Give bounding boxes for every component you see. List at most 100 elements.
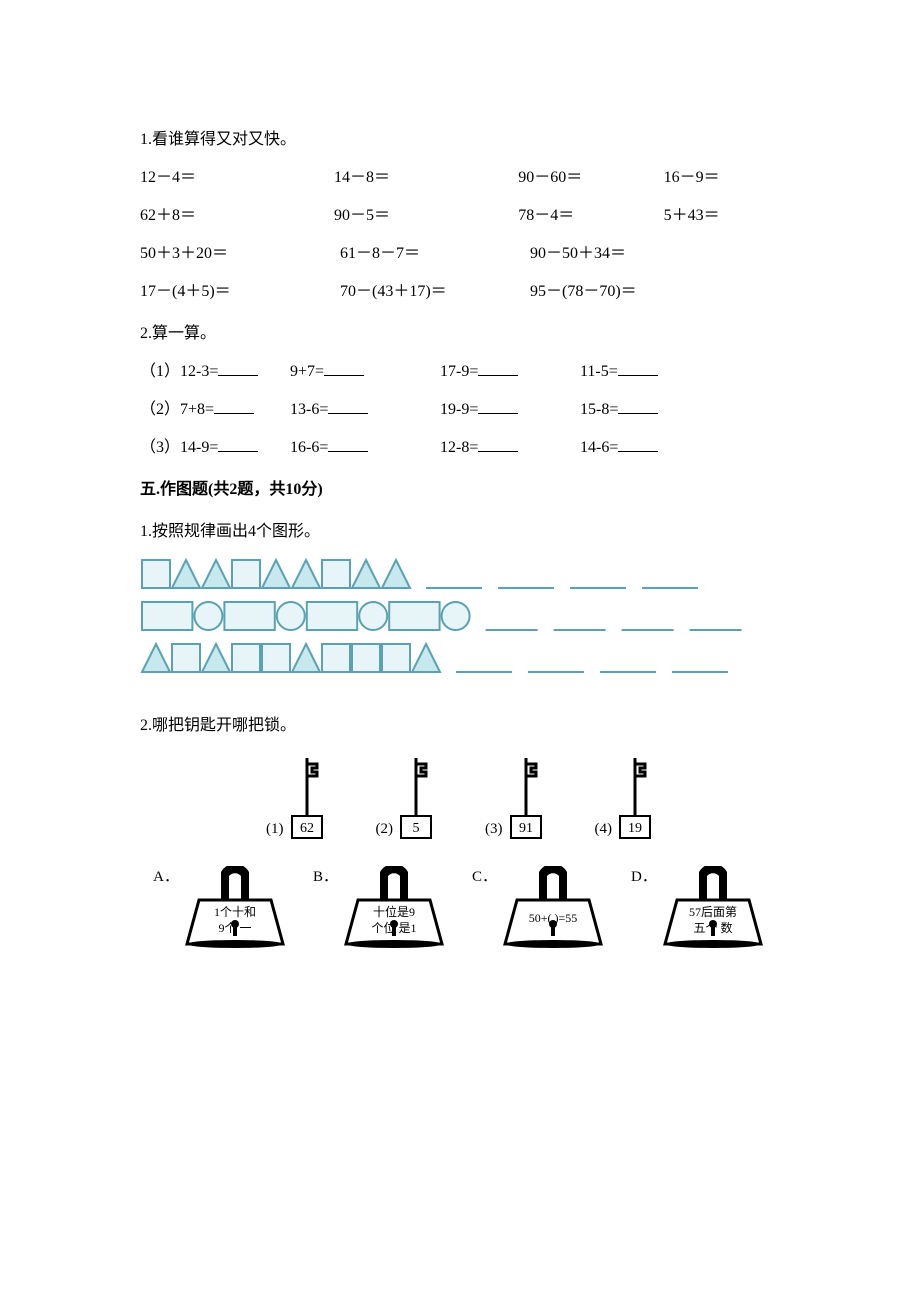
- lock-label: B．: [313, 866, 338, 889]
- lock-icon: 50+( )=55: [499, 866, 607, 952]
- answer-blank: [214, 399, 254, 414]
- eq-cell: 16－9＝: [664, 166, 780, 190]
- eq-cell-blank: 14-6=: [580, 436, 720, 460]
- key-item: (3) 91: [485, 758, 545, 840]
- pattern-svg: [140, 556, 780, 686]
- eq-text: 14-6=: [580, 439, 618, 456]
- eq-cell: 61－8－7＝: [340, 242, 530, 266]
- key-item: (4) 19: [595, 758, 655, 840]
- eq-cell: 62＋8＝: [140, 204, 334, 228]
- key-label: (3): [485, 818, 503, 841]
- eq-cell-blank: （3）14-9=: [140, 436, 290, 460]
- eq-text: 17-9=: [440, 363, 478, 380]
- eq-cell-blank: 16-6=: [290, 436, 440, 460]
- eq-cell-blank: 12-8=: [440, 436, 580, 460]
- worksheet-page: 1.看谁算得又对又快。 12－4＝ 14－8＝ 90－60＝ 16－9＝ 62＋…: [0, 0, 920, 1012]
- q1-row: 50＋3＋20＝ 61－8－7＝ 90－50＋34＝: [140, 242, 780, 266]
- svg-text:62: 62: [300, 821, 314, 836]
- svg-text:五个 数: 五个 数: [693, 920, 732, 935]
- answer-blank: [218, 437, 258, 452]
- svg-text:57后面第: 57后面第: [689, 905, 737, 919]
- key-label: (4): [595, 818, 613, 841]
- answer-blank: [478, 437, 518, 452]
- svg-text:1个十和: 1个十和: [214, 905, 256, 919]
- q3-title: 1.按照规律画出4个图形。: [140, 520, 780, 544]
- eq-cell: 90－5＝: [334, 204, 518, 228]
- eq-cell: 12－4＝: [140, 166, 334, 190]
- answer-blank: [328, 437, 368, 452]
- key-item: (2) 5: [376, 758, 436, 840]
- eq-cell-blank: （1）12-3=: [140, 360, 290, 384]
- svg-text:十位是9: 十位是9: [373, 904, 415, 919]
- locks-row: A． 1个十和 9个 一 B． 十位是9 个位 是1 C． 50+( )=: [140, 866, 780, 952]
- answer-blank: [324, 361, 364, 376]
- key-icon: 91: [507, 758, 545, 840]
- lock-label: C．: [472, 866, 497, 889]
- eq-cell: 90－50＋34＝: [530, 242, 730, 266]
- eq-cell-blank: 19-9=: [440, 398, 580, 422]
- q1-title: 1.看谁算得又对又快。: [140, 128, 780, 152]
- eq-cell-blank: 15-8=: [580, 398, 720, 422]
- answer-blank: [618, 437, 658, 452]
- eq-cell-blank: 17-9=: [440, 360, 580, 384]
- eq-text: 16-6=: [290, 439, 328, 456]
- answer-blank: [478, 399, 518, 414]
- q1-row: 17－(4＋5)＝ 70－(43＋17)＝ 95－(78－70)＝: [140, 280, 780, 304]
- eq-cell: 14－8＝: [334, 166, 518, 190]
- lock-item: C． 50+( )=55: [472, 866, 607, 952]
- eq-text: （1）12-3=: [140, 363, 218, 380]
- eq-cell: 17－(4＋5)＝: [140, 280, 340, 304]
- lock-label: A．: [153, 866, 179, 889]
- eq-cell-blank: 11-5=: [580, 360, 720, 384]
- eq-text: 9+7=: [290, 363, 324, 380]
- q1-row: 12－4＝ 14－8＝ 90－60＝ 16－9＝: [140, 166, 780, 190]
- lock-item: B． 十位是9 个位 是1: [313, 866, 448, 952]
- eq-cell: 70－(43＋17)＝: [340, 280, 530, 304]
- key-icon: 62: [288, 758, 326, 840]
- key-label: (1): [266, 818, 284, 841]
- lock-icon: 十位是9 个位 是1: [340, 866, 448, 952]
- lock-item: D． 57后面第 五个 数: [631, 866, 767, 952]
- answer-blank: [618, 361, 658, 376]
- key-lock-diagram: (1) 62 (2) 5 (3) 91 (4) 19 A．: [140, 758, 780, 952]
- q1-row: 62＋8＝ 90－5＝ 78－4＝ 5＋43＝: [140, 204, 780, 228]
- eq-cell-blank: 13-6=: [290, 398, 440, 422]
- pattern-diagram: [140, 556, 780, 694]
- eq-text: 13-6=: [290, 401, 328, 418]
- svg-text:个位 是1: 个位 是1: [371, 920, 416, 935]
- eq-text: 12-8=: [440, 439, 478, 456]
- eq-cell: 90－60＝: [518, 166, 663, 190]
- lock-icon: 57后面第 五个 数: [659, 866, 767, 952]
- eq-text: （2）7+8=: [140, 401, 214, 418]
- eq-cell: 78－4＝: [518, 204, 663, 228]
- eq-cell: 50＋3＋20＝: [140, 242, 340, 266]
- eq-cell: 95－(78－70)＝: [530, 280, 730, 304]
- answer-blank: [328, 399, 368, 414]
- keys-row: (1) 62 (2) 5 (3) 91 (4) 19: [140, 758, 780, 840]
- q4-title: 2.哪把钥匙开哪把锁。: [140, 714, 780, 738]
- q2-row: （1）12-3= 9+7= 17-9= 11-5=: [140, 360, 780, 384]
- q2-row: （3）14-9=16-6= 12-8= 14-6=: [140, 436, 780, 460]
- svg-text:9个 一: 9个 一: [218, 921, 251, 935]
- eq-text: 19-9=: [440, 401, 478, 418]
- q2-rows: （1）12-3= 9+7= 17-9= 11-5= （2）7+8= 13-6= 19-9= 1…: [140, 360, 780, 460]
- eq-cell-blank: （2）7+8=: [140, 398, 290, 422]
- svg-text:19: 19: [628, 821, 642, 836]
- svg-text:50+( )=55: 50+( )=55: [529, 911, 578, 925]
- eq-text: 11-5=: [580, 363, 618, 380]
- key-icon: 5: [397, 758, 435, 840]
- svg-text:91: 91: [519, 821, 533, 836]
- eq-cell: 5＋43＝: [664, 204, 780, 228]
- answer-blank: [618, 399, 658, 414]
- key-icon: 19: [616, 758, 654, 840]
- lock-label: D．: [631, 866, 657, 889]
- eq-text: 15-8=: [580, 401, 618, 418]
- svg-text:5: 5: [413, 821, 420, 836]
- key-label: (2): [376, 818, 394, 841]
- q2-row: （2）7+8= 13-6= 19-9= 15-8=: [140, 398, 780, 422]
- answer-blank: [218, 361, 258, 376]
- key-item: (1) 62: [266, 758, 326, 840]
- answer-blank: [478, 361, 518, 376]
- lock-item: A． 1个十和 9个 一: [153, 866, 289, 952]
- section-5-heading: 五.作图题(共2题，共10分): [140, 478, 780, 502]
